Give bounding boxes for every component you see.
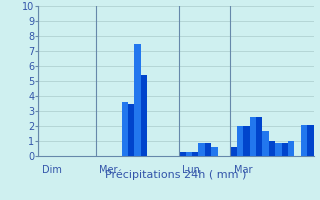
Text: Mer: Mer: [99, 165, 118, 175]
Bar: [211, 147, 218, 156]
Bar: [243, 126, 250, 156]
Bar: [237, 126, 243, 156]
Bar: [275, 142, 282, 156]
Bar: [307, 124, 314, 156]
Bar: [269, 141, 275, 156]
Bar: [186, 152, 192, 156]
Bar: [122, 102, 128, 156]
Text: Lun: Lun: [182, 165, 200, 175]
Bar: [256, 117, 262, 156]
Bar: [128, 104, 134, 156]
Bar: [198, 142, 205, 156]
Bar: [288, 141, 294, 156]
Bar: [262, 130, 269, 156]
Bar: [301, 124, 307, 156]
Bar: [134, 44, 141, 156]
Bar: [192, 152, 198, 156]
Text: Mar: Mar: [234, 165, 252, 175]
Text: Dim: Dim: [42, 165, 61, 175]
Bar: [179, 152, 186, 156]
Bar: [282, 142, 288, 156]
X-axis label: Précipitations 24h ( mm ): Précipitations 24h ( mm ): [105, 170, 247, 180]
Bar: [250, 117, 256, 156]
Bar: [141, 75, 147, 156]
Bar: [230, 147, 237, 156]
Bar: [205, 142, 211, 156]
